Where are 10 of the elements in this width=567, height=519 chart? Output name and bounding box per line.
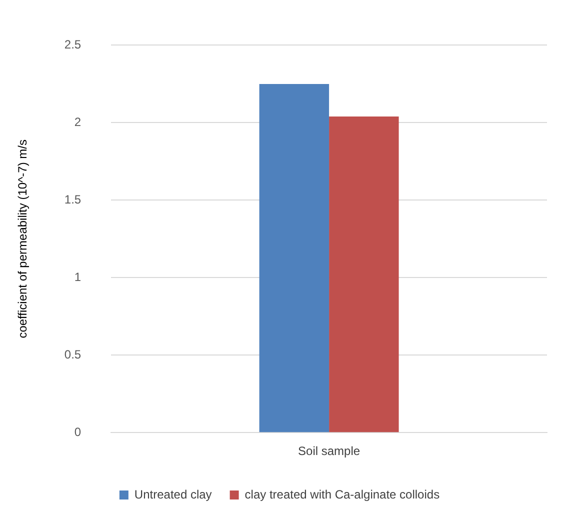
y-tick-label: 2.5: [64, 38, 82, 52]
y-tick-label: 1.5: [64, 192, 82, 206]
y-axis-title: coefficient of permeability (10^-7) m/s: [16, 139, 30, 338]
legend-label: Untreated clay: [134, 487, 212, 502]
y-tick-label: 0: [74, 424, 82, 439]
x-tick-label: Soil sample: [298, 444, 360, 458]
y-tick-label: 1: [74, 270, 82, 284]
y-tick-label: 0.5: [64, 347, 82, 362]
y-tick-label: 2: [74, 114, 82, 129]
legend-label: clay treated with Ca-alginate colloids: [244, 487, 440, 502]
